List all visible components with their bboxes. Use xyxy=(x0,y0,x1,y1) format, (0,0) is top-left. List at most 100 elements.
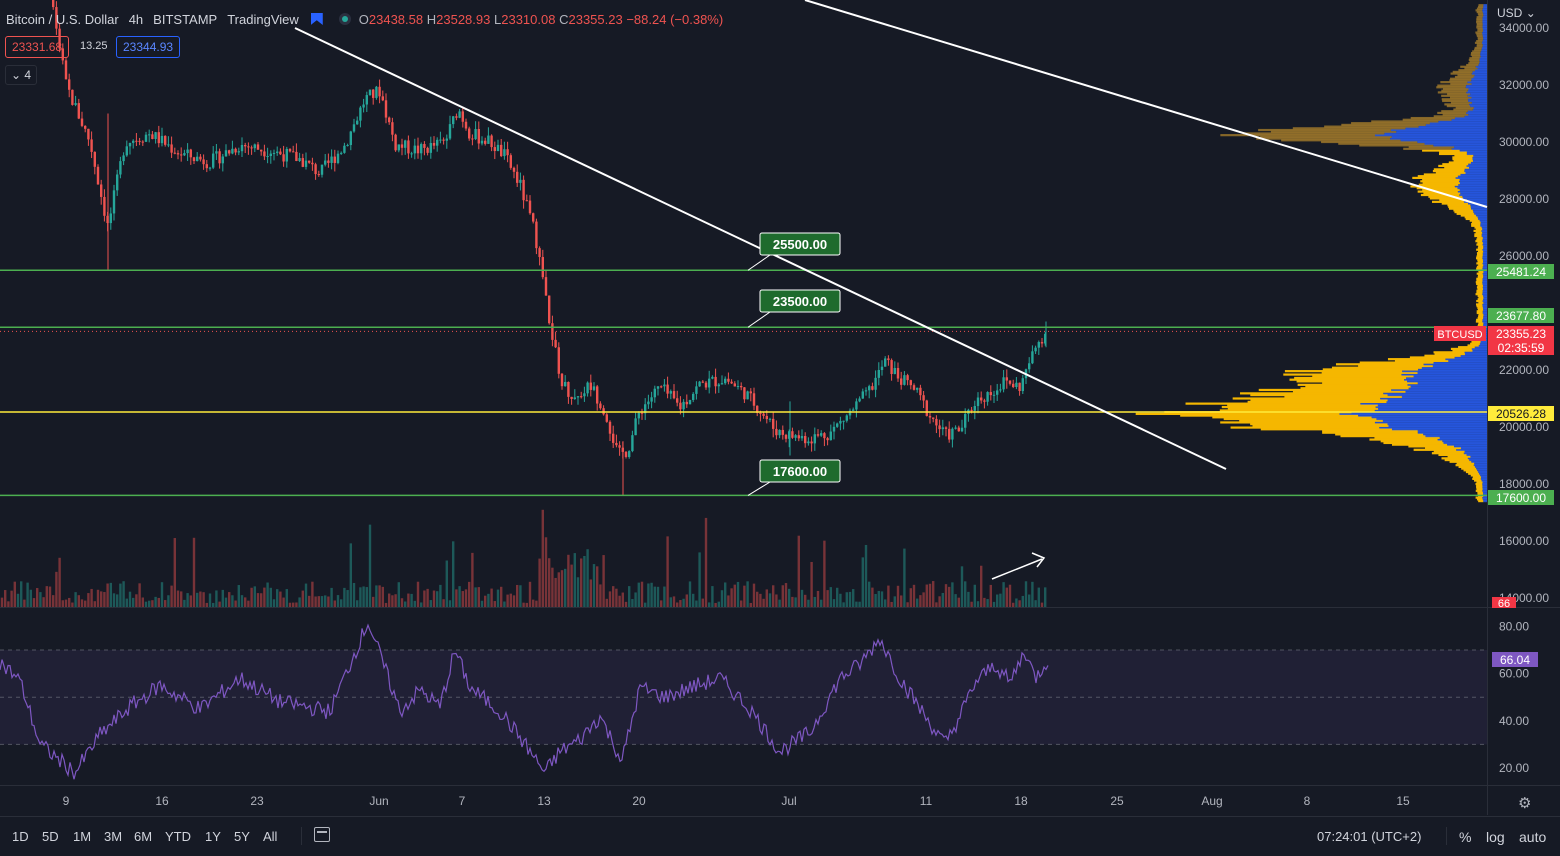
volume-tag xyxy=(1492,597,1516,608)
volume-profile-up xyxy=(1482,248,1487,251)
candle-body xyxy=(522,179,525,201)
candle-body xyxy=(436,139,439,146)
range-5d[interactable]: 5D xyxy=(42,829,59,844)
volume-profile-down xyxy=(1436,86,1466,89)
candle-body xyxy=(906,375,909,381)
candle-body xyxy=(404,140,407,148)
price-tick-label: 28000.00 xyxy=(1499,192,1549,206)
volume-bar xyxy=(308,595,311,607)
volume-bar xyxy=(832,599,836,607)
symbol-title[interactable]: Bitcoin / U.S. Dollar xyxy=(6,11,119,27)
volume-profile-up xyxy=(1476,467,1487,470)
auto-toggle[interactable]: auto xyxy=(1519,829,1547,845)
volume-profile-up xyxy=(1475,65,1487,68)
volume-profile-up xyxy=(1454,356,1487,359)
volume-bar xyxy=(400,598,404,607)
volume-bar xyxy=(170,585,173,607)
volume-profile-down xyxy=(1380,440,1443,443)
volume-profile-down xyxy=(1335,433,1424,436)
volume-bar xyxy=(797,535,800,607)
volume-profile-down xyxy=(1412,176,1456,180)
candle-body xyxy=(80,118,84,126)
candle-body xyxy=(192,157,196,162)
indicators-toggle[interactable]: ⌄ 4 xyxy=(5,65,37,85)
volume-profile-up xyxy=(1407,383,1487,386)
volume-profile-up xyxy=(1466,151,1487,154)
volume-profile-down xyxy=(1477,493,1484,496)
volume-profile-down xyxy=(1476,291,1483,294)
volume-profile-down xyxy=(1469,57,1480,60)
range-6m[interactable]: 6M xyxy=(134,829,153,844)
candle-body xyxy=(452,116,455,125)
volume-profile-down xyxy=(1428,195,1463,198)
range-ytd[interactable]: YTD xyxy=(165,829,191,844)
range-5y[interactable]: 5Y xyxy=(234,829,250,844)
level-callout xyxy=(759,459,841,483)
candle-body xyxy=(624,451,628,457)
candle-body xyxy=(1015,382,1018,388)
volume-bar xyxy=(893,596,896,607)
currency-menu[interactable]: USD ⌄ xyxy=(1497,6,1536,20)
price-axis-tag xyxy=(1488,308,1554,323)
volume-profile-up xyxy=(1417,431,1487,434)
volume-bar xyxy=(532,599,535,607)
percent-toggle[interactable]: % xyxy=(1459,829,1472,845)
buy-button[interactable]: 23344.93 xyxy=(116,36,181,58)
candle-body xyxy=(240,144,244,152)
volume-profile-down xyxy=(1477,317,1484,320)
time-tick-label: 9 xyxy=(63,794,70,808)
volume-profile-up xyxy=(1402,370,1487,373)
candle-body xyxy=(765,415,768,420)
candle-body xyxy=(327,160,330,163)
symbol-legend[interactable]: Bitcoin / U.S. Dollar 4h BITSTAMP Tradin… xyxy=(6,10,723,28)
candle-body xyxy=(250,147,253,149)
volume-profile-up xyxy=(1405,376,1487,380)
volume-profile-up xyxy=(1447,443,1487,446)
volume-bar xyxy=(708,602,711,607)
volume-profile-up xyxy=(1482,318,1487,321)
volume-profile-down xyxy=(1472,477,1481,480)
range-1y[interactable]: 1Y xyxy=(205,829,221,844)
price-axis-tag-label: 02:35:59 xyxy=(1498,341,1545,355)
volume-profile-down xyxy=(1442,99,1469,103)
volume-bar xyxy=(336,595,340,607)
market-status-icon[interactable] xyxy=(338,13,351,25)
volume-profile-up xyxy=(1456,448,1487,451)
volume-bar xyxy=(570,564,573,607)
range-all[interactable]: All xyxy=(263,829,278,844)
range-1d[interactable]: 1D xyxy=(12,829,29,844)
volume-profile-down xyxy=(1338,142,1425,145)
range-3m[interactable]: 3M xyxy=(104,829,123,844)
volume-profile-down xyxy=(1260,428,1392,431)
volume-profile-down xyxy=(1476,45,1483,48)
volume-profile-down xyxy=(1431,452,1464,455)
price-tick-label: 32000.00 xyxy=(1499,78,1549,92)
candle-body xyxy=(71,89,74,105)
settings-gear-icon[interactable]: ⚙ xyxy=(1518,795,1532,812)
range-1m[interactable]: 1M xyxy=(73,829,92,844)
volume-bar xyxy=(522,602,525,607)
volume-profile-down xyxy=(1369,438,1438,441)
candle-body xyxy=(695,386,698,394)
volume-profile-up xyxy=(1459,149,1487,152)
candle-body xyxy=(52,0,55,8)
go-to-date-icon[interactable] xyxy=(314,827,330,842)
candle-body xyxy=(311,162,314,165)
log-toggle[interactable]: log xyxy=(1486,829,1505,845)
sell-button[interactable]: 23331.68 xyxy=(5,36,70,58)
volume-bar xyxy=(458,586,461,607)
volume-bar xyxy=(826,590,829,607)
clock[interactable]: 07:24:01 (UTC+2) xyxy=(1317,829,1422,844)
volume-bar xyxy=(848,591,852,607)
volume-profile-up xyxy=(1483,5,1487,9)
volume-bar xyxy=(413,600,416,607)
candle-body xyxy=(1028,363,1031,370)
volume-profile-down xyxy=(1442,163,1469,166)
volume-profile-down xyxy=(1469,60,1480,63)
volume-profile-down xyxy=(1250,393,1388,397)
volume-profile-down xyxy=(1180,414,1359,417)
volume-profile-down xyxy=(1464,216,1478,219)
candle-body xyxy=(288,148,292,152)
volume-profile-down xyxy=(1471,221,1481,224)
